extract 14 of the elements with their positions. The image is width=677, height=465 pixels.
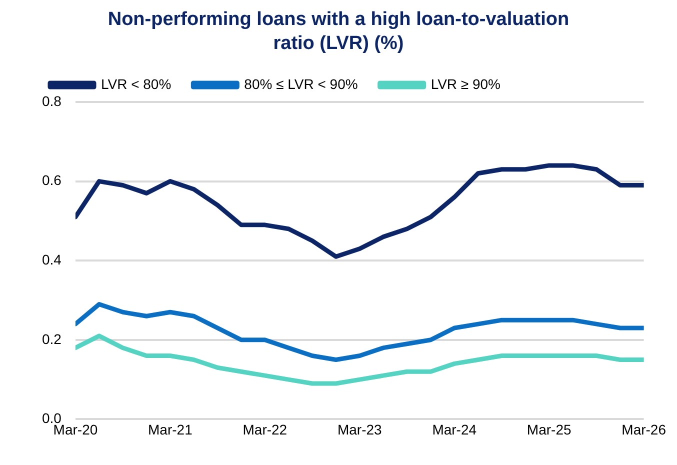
legend-label: 80% ≤ LVR < 90% <box>244 76 358 92</box>
x-tick-label: Mar-24 <box>432 421 477 438</box>
y-tick-label: 0.6 <box>42 172 62 188</box>
chart-title: Non-performing loans with a high loan-to-valuation ratio (LVR) (%) <box>106 8 570 56</box>
y-tick-label: 0.4 <box>42 251 62 268</box>
x-tick-label: Mar-26 <box>622 421 666 438</box>
x-tick-label: Mar-22 <box>242 421 288 438</box>
legend-label: LVR ≥ 90% <box>430 76 501 92</box>
x-tick-label: Mar-23 <box>337 421 382 438</box>
y-tick-label: 0.2 <box>42 330 62 347</box>
legend-label: LVR < 80% <box>101 76 172 92</box>
x-tick-label: Mar-21 <box>148 421 193 438</box>
y-tick-label: 0.8 <box>42 92 62 109</box>
x-tick-label: Mar-25 <box>526 421 572 438</box>
